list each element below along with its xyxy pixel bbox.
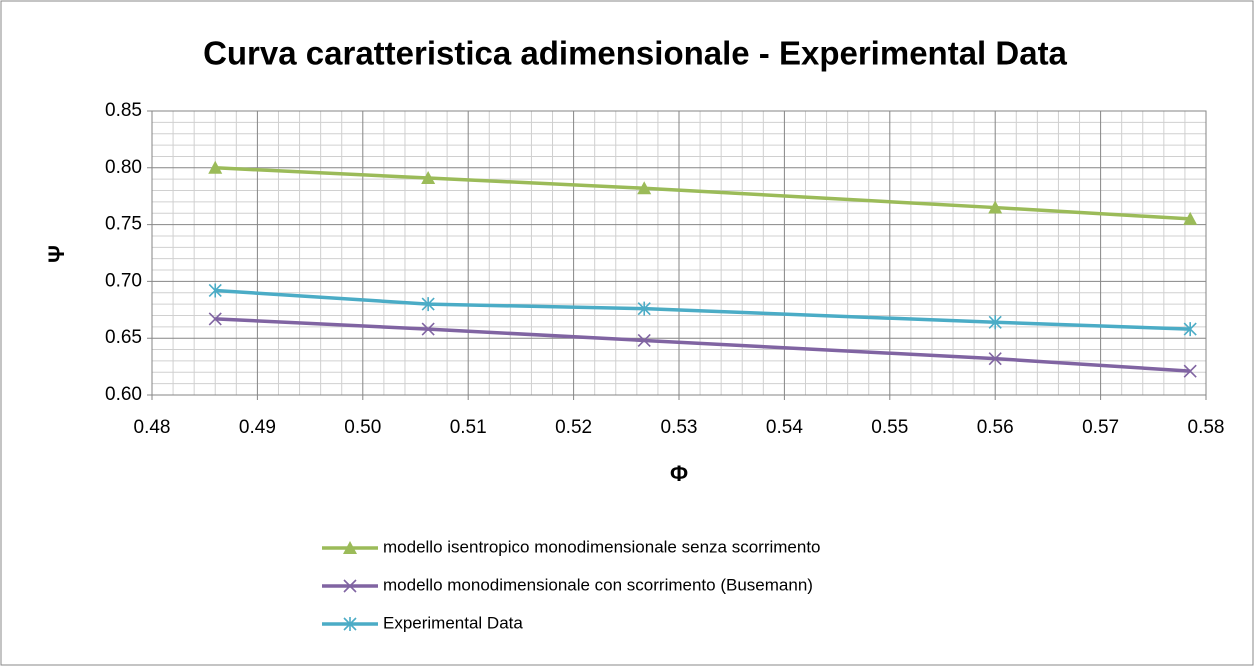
y-tick-label: 0.75 xyxy=(105,214,142,235)
y-tick-label: 0.80 xyxy=(105,157,142,178)
x-tick-label: 0.58 xyxy=(1188,417,1225,438)
marker xyxy=(988,315,1002,330)
y-tick-label: 0.60 xyxy=(105,384,142,405)
plot-frame xyxy=(151,110,1207,396)
marker xyxy=(421,171,436,185)
marker xyxy=(1183,322,1197,337)
marker xyxy=(208,283,222,298)
legend-label: Experimental Data xyxy=(383,613,523,632)
marker xyxy=(343,541,357,554)
marker xyxy=(988,200,1003,214)
chart-title: Curva caratteristica adimensionale - Exp… xyxy=(203,35,1067,72)
marker xyxy=(988,352,1002,366)
marker xyxy=(637,181,652,195)
legend-label: modello monodimensionale con scorrimento… xyxy=(383,575,813,594)
y-tick-label: 0.65 xyxy=(105,327,142,348)
y-tick-label: 0.85 xyxy=(105,100,142,121)
x-tick-label: 0.57 xyxy=(1082,417,1119,438)
marker xyxy=(637,333,651,348)
x-tick-label: 0.53 xyxy=(661,417,698,438)
marker xyxy=(1183,364,1197,378)
x-tick-label: 0.55 xyxy=(871,417,908,438)
marker xyxy=(1183,211,1198,225)
marker xyxy=(208,160,223,174)
y-tick-label: 0.70 xyxy=(105,270,142,291)
y-axis-title: Ψ xyxy=(44,245,69,263)
marker xyxy=(421,322,435,336)
marker xyxy=(637,301,651,316)
x-tick-label: 0.48 xyxy=(134,417,171,438)
x-tick-label: 0.52 xyxy=(555,417,592,438)
x-tick-label: 0.54 xyxy=(766,417,803,438)
marker xyxy=(421,297,435,312)
x-axis-title: Φ xyxy=(670,461,688,486)
x-tick-label: 0.49 xyxy=(239,417,276,438)
marker xyxy=(343,579,357,593)
marker xyxy=(343,617,357,631)
x-tick-label: 0.51 xyxy=(450,417,487,438)
legend-label: modello isentropico monodimensionale sen… xyxy=(383,537,821,556)
x-tick-label: 0.56 xyxy=(977,417,1014,438)
marker xyxy=(208,312,222,326)
x-tick-label: 0.50 xyxy=(344,417,381,438)
